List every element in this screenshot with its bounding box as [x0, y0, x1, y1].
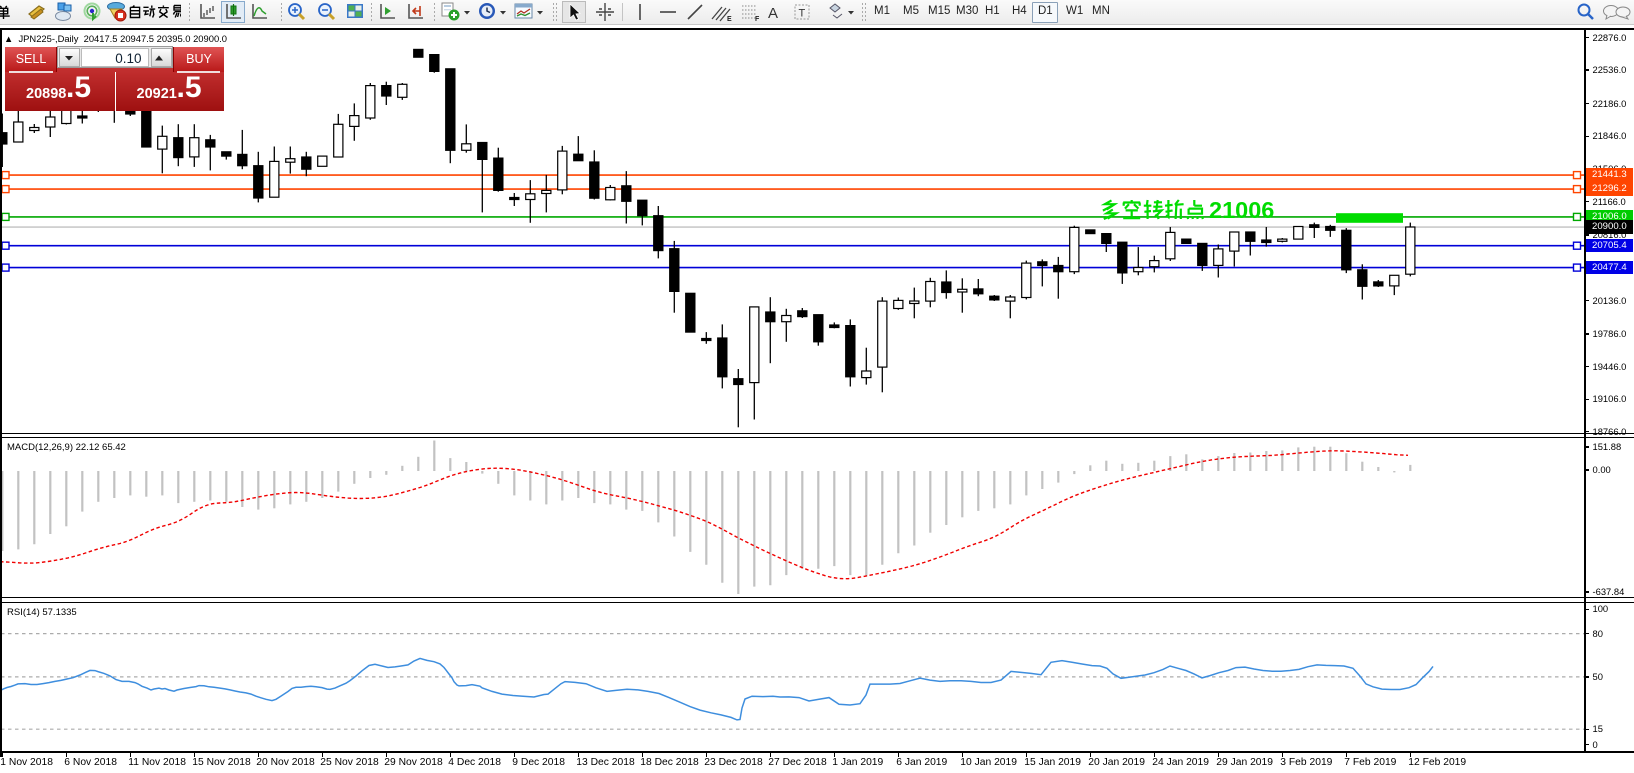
- svg-text:A: A: [768, 5, 778, 22]
- svg-text:F: F: [755, 16, 760, 23]
- svg-text:21006: 21006: [1209, 197, 1274, 223]
- svg-text:T: T: [799, 8, 806, 20]
- svg-text:E: E: [727, 16, 732, 23]
